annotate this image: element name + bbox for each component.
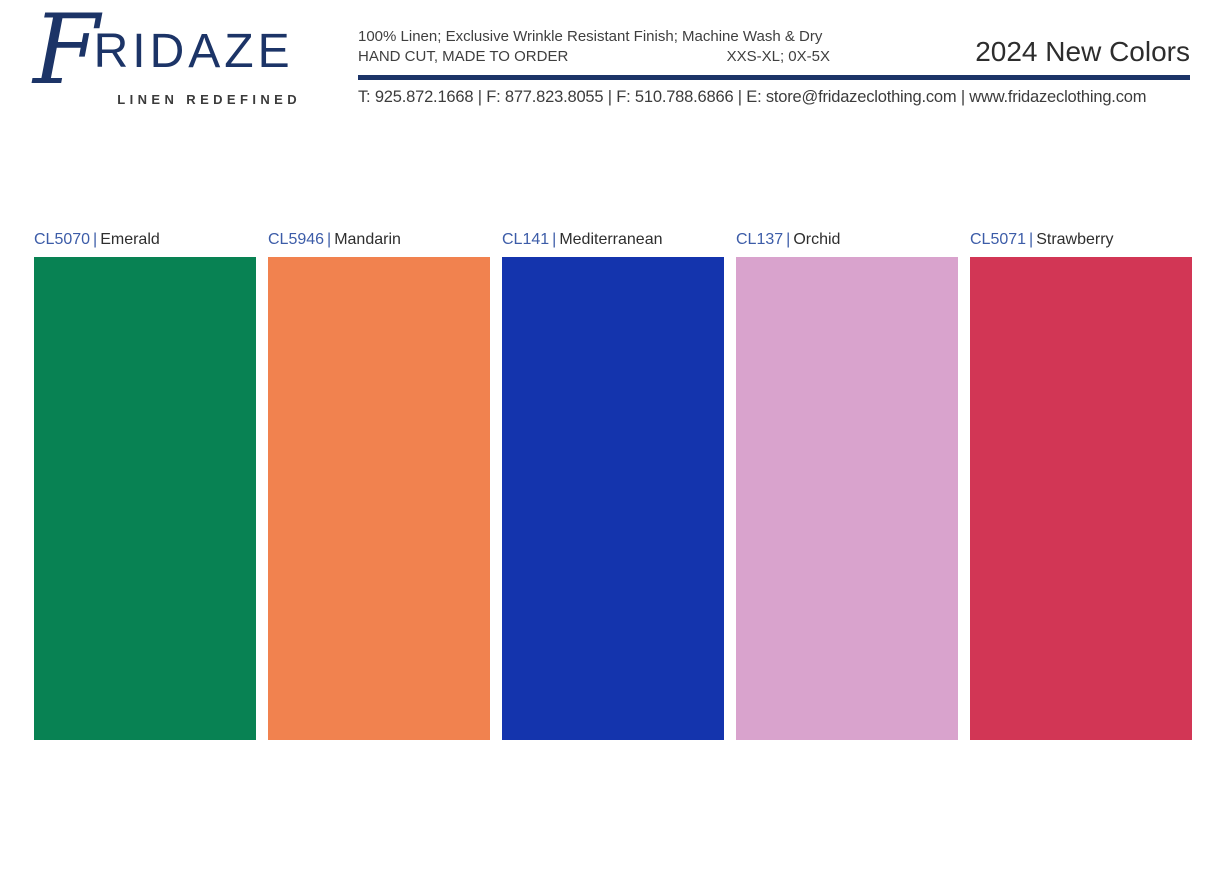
swatch-name: Emerald xyxy=(100,231,160,248)
swatch-color-emerald xyxy=(34,257,256,740)
header-divider xyxy=(358,75,1190,80)
swatch-separator: | xyxy=(786,231,791,248)
swatch-code: CL5070 xyxy=(34,231,91,248)
product-info-sizes: XXS-XL; 0X-5X xyxy=(726,48,830,65)
swatch-code: CL5071 xyxy=(970,231,1027,248)
swatch-grid: CL5070 | Emerald CL5946 | Mandarin CL141 | Med… xyxy=(34,229,1192,740)
swatch-name: Mandarin xyxy=(334,231,401,248)
swatch-label: CL5070 | Emerald xyxy=(34,229,256,250)
swatch-label: CL5946 | Mandarin xyxy=(268,229,490,250)
swatch-label: CL137 | Orchid xyxy=(736,229,958,250)
sheet-title: 2024 New Colors xyxy=(975,36,1190,67)
logo-brand-text: RIDAZE xyxy=(93,25,294,78)
product-info: 100% Linen; Exclusive Wrinkle Resistant … xyxy=(358,27,830,67)
swatch-column-emerald: CL5070 | Emerald xyxy=(34,229,256,740)
swatch-code: CL141 xyxy=(502,231,550,248)
swatch-separator: | xyxy=(93,231,98,248)
product-info-fabric: 100% Linen; Exclusive Wrinkle Resistant … xyxy=(358,28,823,45)
swatch-color-strawberry xyxy=(970,257,1192,740)
logo-tagline: LINEN REDEFINED xyxy=(117,92,301,108)
swatch-separator: | xyxy=(327,231,332,248)
swatch-code: CL5946 xyxy=(268,231,325,248)
swatch-column-strawberry: CL5071 | Strawberry xyxy=(970,229,1192,740)
swatch-color-mandarin xyxy=(268,257,490,740)
swatch-code: CL137 xyxy=(736,231,784,248)
header-info-block: 100% Linen; Exclusive Wrinkle Resistant … xyxy=(358,27,1190,107)
swatch-separator: | xyxy=(1029,231,1034,248)
swatch-color-orchid xyxy=(736,257,958,740)
swatch-name: Strawberry xyxy=(1036,231,1114,248)
logo-script-f: F xyxy=(33,0,100,106)
swatch-separator: | xyxy=(552,231,557,248)
swatch-name: Orchid xyxy=(793,231,841,248)
fridaze-logo: F RIDAZE LINEN REDEFINED xyxy=(33,0,303,108)
swatch-label: CL141 | Mediterranean xyxy=(502,229,724,250)
swatch-label: CL5071 | Strawberry xyxy=(970,229,1192,250)
swatch-name: Mediterranean xyxy=(559,231,663,248)
brand-wordmark: F RIDAZE xyxy=(33,0,303,106)
contact-line: T: 925.872.1668 | F: 877.823.8055 | F: 5… xyxy=(358,88,1147,106)
product-info-hand-cut: HAND CUT, MADE TO ORDER xyxy=(358,48,569,65)
swatch-color-mediterranean xyxy=(502,257,724,740)
swatch-column-mandarin: CL5946 | Mandarin xyxy=(268,229,490,740)
swatch-column-orchid: CL137 | Orchid xyxy=(736,229,958,740)
swatch-column-mediterranean: CL141 | Mediterranean xyxy=(502,229,724,740)
